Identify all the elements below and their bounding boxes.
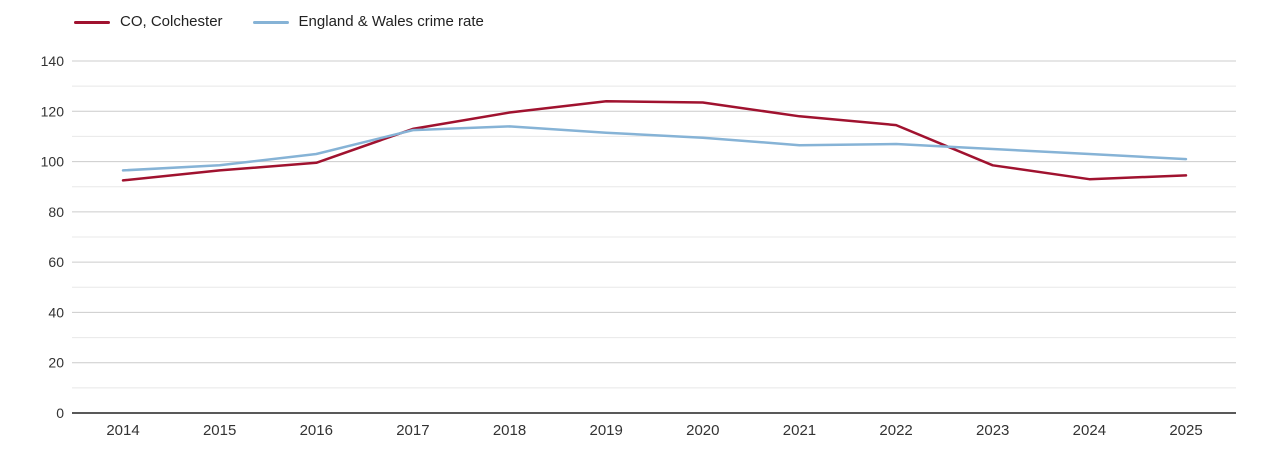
y-tick-label: 20 <box>48 355 64 371</box>
x-tick-label: 2017 <box>396 422 429 439</box>
y-tick-label: 60 <box>48 254 64 270</box>
x-tick-label: 2019 <box>589 422 622 439</box>
y-tick-label: 120 <box>41 103 65 119</box>
x-tick-label: 2023 <box>976 422 1009 439</box>
legend-item-colchester[interactable]: CO, Colchester <box>74 13 223 31</box>
legend-label-colchester: CO, Colchester <box>120 13 223 30</box>
x-tick-label: 2024 <box>1073 422 1106 439</box>
legend-label-england-wales: England & Wales crime rate <box>298 13 484 30</box>
colchester-line-swatch <box>74 20 110 24</box>
x-tick-label: 2025 <box>1169 422 1202 439</box>
y-tick-label: 80 <box>48 204 64 220</box>
chart-legend: CO, Colchester England & Wales crime rat… <box>74 13 484 31</box>
x-tick-label: 2015 <box>203 422 236 439</box>
y-tick-label: 40 <box>48 304 64 320</box>
england-wales-line-swatch <box>252 20 289 24</box>
x-tick-label: 2018 <box>493 422 526 439</box>
series-line-colchester <box>121 99 1188 182</box>
x-tick-label: 2014 <box>106 422 139 439</box>
legend-item-england-wales[interactable]: England & Wales crime rate <box>252 13 484 31</box>
y-tick-label: 100 <box>41 154 65 170</box>
y-tick-label: 0 <box>56 405 64 421</box>
x-tick-label: 2022 <box>879 422 912 439</box>
series-line-england-wales <box>121 125 1188 172</box>
x-tick-label: 2016 <box>300 422 333 439</box>
x-tick-label: 2020 <box>686 422 719 439</box>
y-tick-label: 140 <box>41 53 65 69</box>
x-tick-label: 2021 <box>783 422 816 439</box>
